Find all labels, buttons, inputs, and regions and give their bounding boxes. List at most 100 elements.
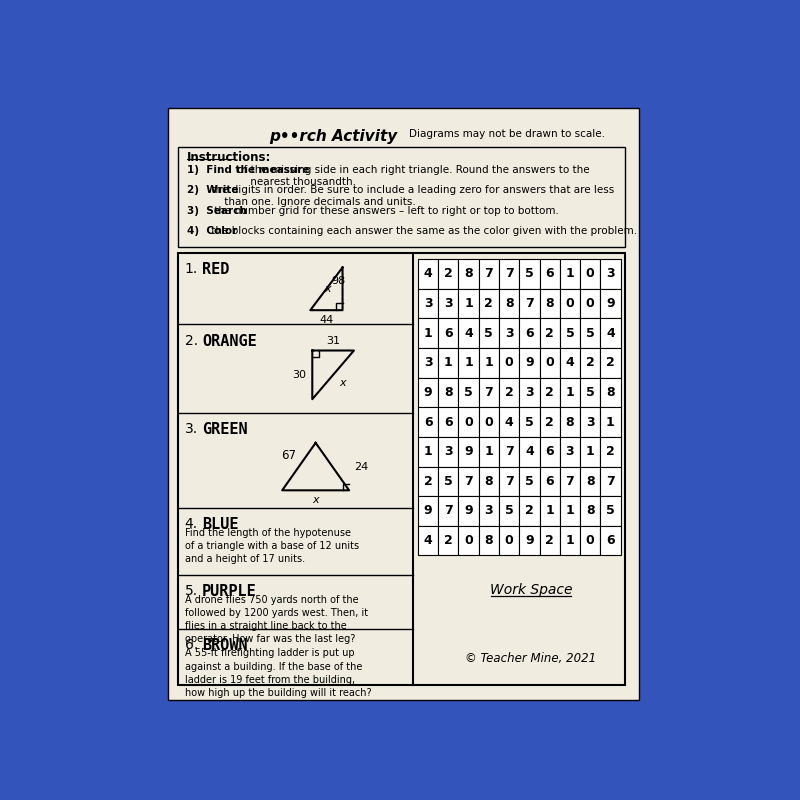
Bar — [519, 526, 539, 555]
Bar — [438, 348, 458, 378]
Text: 0: 0 — [505, 534, 514, 547]
Bar — [178, 146, 626, 247]
Text: 4: 4 — [424, 534, 433, 547]
Text: 2: 2 — [606, 356, 614, 370]
Text: x: x — [339, 378, 346, 388]
Text: 1: 1 — [546, 505, 554, 518]
Text: 6: 6 — [525, 326, 534, 340]
Text: 6: 6 — [546, 445, 554, 458]
Text: 7: 7 — [505, 445, 514, 458]
Text: 2: 2 — [485, 297, 494, 310]
Text: 9: 9 — [525, 534, 534, 547]
Text: 5: 5 — [566, 326, 574, 340]
Bar — [418, 437, 438, 466]
Bar — [539, 259, 560, 289]
Text: 5: 5 — [525, 415, 534, 429]
Text: 1)  Find the measure: 1) Find the measure — [187, 165, 310, 175]
Bar — [438, 259, 458, 289]
Bar — [418, 289, 438, 318]
Bar — [478, 407, 499, 437]
Text: 2: 2 — [444, 267, 453, 281]
Bar — [580, 437, 600, 466]
Text: 4: 4 — [505, 415, 514, 429]
Text: 4: 4 — [464, 326, 473, 340]
Text: GREEN: GREEN — [202, 422, 248, 437]
Text: 5: 5 — [586, 386, 594, 399]
Bar — [499, 496, 519, 526]
Text: 6: 6 — [546, 475, 554, 488]
Bar — [418, 259, 438, 289]
Text: the blocks containing each answer the same as the color given with the problem.: the blocks containing each answer the sa… — [208, 226, 638, 236]
Text: 6: 6 — [606, 534, 614, 547]
Text: 3)  Search: 3) Search — [187, 206, 246, 216]
Bar — [438, 378, 458, 407]
Bar — [600, 437, 621, 466]
Bar — [438, 318, 458, 348]
Bar — [600, 318, 621, 348]
Text: 1: 1 — [566, 267, 574, 281]
Bar — [560, 496, 580, 526]
Text: 98: 98 — [331, 276, 346, 286]
Bar — [499, 318, 519, 348]
Text: 8: 8 — [485, 534, 493, 547]
Text: 9: 9 — [424, 505, 432, 518]
Text: 44: 44 — [319, 315, 334, 325]
Text: 3: 3 — [444, 297, 453, 310]
Text: © Teacher Mine, 2021: © Teacher Mine, 2021 — [466, 653, 597, 666]
Text: 0: 0 — [546, 356, 554, 370]
Bar — [600, 466, 621, 496]
Text: 0: 0 — [586, 534, 594, 547]
Text: 1: 1 — [485, 445, 494, 458]
Bar — [560, 348, 580, 378]
Text: ORANGE: ORANGE — [202, 334, 257, 349]
Bar — [458, 348, 478, 378]
Text: 2: 2 — [546, 326, 554, 340]
Text: PURPLE: PURPLE — [202, 584, 257, 599]
Text: 2: 2 — [546, 386, 554, 399]
Bar — [560, 466, 580, 496]
Text: 8: 8 — [444, 386, 453, 399]
Bar — [539, 407, 560, 437]
Text: 2)  Write: 2) Write — [187, 186, 238, 195]
Bar — [600, 289, 621, 318]
Text: 5: 5 — [525, 267, 534, 281]
Bar — [418, 407, 438, 437]
Text: 3: 3 — [424, 356, 432, 370]
Bar — [519, 289, 539, 318]
Bar — [418, 526, 438, 555]
Text: 0: 0 — [464, 415, 473, 429]
Text: 3: 3 — [586, 415, 594, 429]
Bar — [478, 496, 499, 526]
Text: 2: 2 — [606, 445, 614, 458]
Text: 8: 8 — [546, 297, 554, 310]
Text: x: x — [325, 284, 331, 294]
Text: Find the length of the hypotenuse
of a triangle with a base of 12 units
and a he: Find the length of the hypotenuse of a t… — [185, 528, 359, 564]
Bar — [499, 289, 519, 318]
Bar — [539, 318, 560, 348]
Text: x: x — [312, 495, 319, 506]
Bar — [499, 466, 519, 496]
Text: 9: 9 — [464, 505, 473, 518]
Bar — [458, 289, 478, 318]
Text: 7: 7 — [464, 475, 473, 488]
Text: 6: 6 — [444, 415, 453, 429]
Text: 3: 3 — [505, 326, 514, 340]
Text: 4: 4 — [566, 356, 574, 370]
Bar — [560, 318, 580, 348]
Bar — [600, 378, 621, 407]
Bar — [539, 437, 560, 466]
Text: 5: 5 — [525, 475, 534, 488]
Text: 2: 2 — [424, 475, 433, 488]
Text: 1: 1 — [464, 356, 473, 370]
Bar — [438, 289, 458, 318]
Bar — [580, 496, 600, 526]
Text: 3.: 3. — [185, 422, 198, 436]
Text: 7: 7 — [606, 475, 614, 488]
Bar — [458, 318, 478, 348]
Bar — [478, 378, 499, 407]
Bar — [458, 259, 478, 289]
Bar — [539, 378, 560, 407]
Bar — [458, 526, 478, 555]
Bar — [478, 437, 499, 466]
Bar — [519, 407, 539, 437]
